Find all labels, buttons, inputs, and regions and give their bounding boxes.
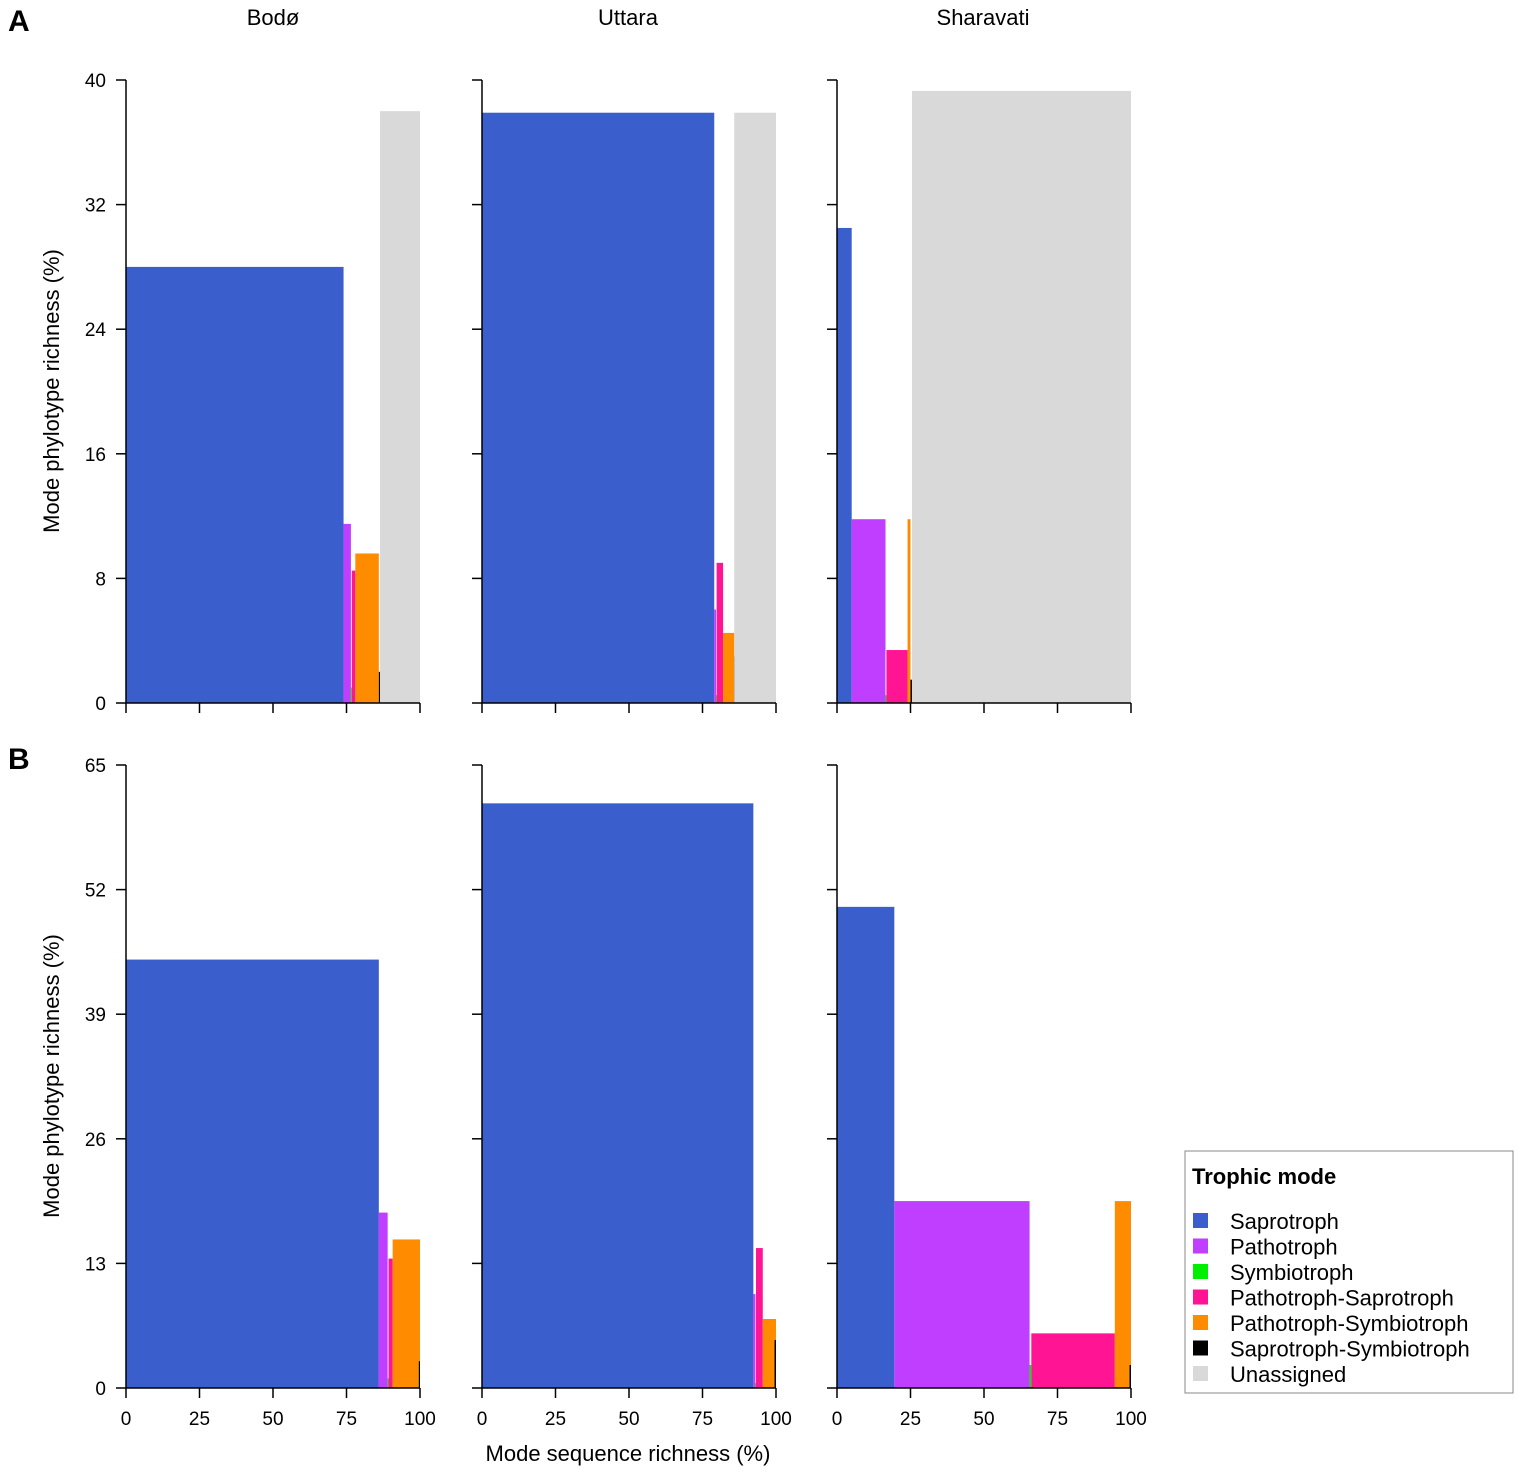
x-tick-label: 25 (545, 1409, 566, 1430)
x-tick-label: 50 (973, 1409, 994, 1430)
bar-unassigned (911, 90, 1131, 703)
bar-pathotroph-symbiotroph (907, 519, 911, 703)
y-tick-label: 39 (85, 1005, 106, 1026)
site-title-bodo: Bodø (247, 5, 300, 30)
legend-title: Trophic mode (1192, 1164, 1336, 1189)
panel-a-0: 0 8 16 24 32 40 (85, 71, 421, 715)
site-title-sharavati: Sharavati (937, 5, 1030, 30)
y-tick-label: 0 (95, 694, 106, 715)
x-tick-label: 100 (760, 1409, 792, 1430)
bar-pathotroph (378, 1212, 388, 1388)
x-tick-label: 75 (692, 1409, 713, 1430)
y-axis-title-a: Mode phylotype richness (%) (39, 249, 64, 533)
x-tick-label: 50 (262, 1409, 283, 1430)
bar-symbiotroph (885, 695, 887, 703)
bar-symbiotroph (1029, 1365, 1032, 1388)
y-tick-label: 32 (85, 196, 106, 217)
x-tick-label: 25 (900, 1409, 921, 1430)
panel-b-2: 0 25 50 75 100 (827, 764, 1147, 1430)
bar-saprotroph (482, 112, 715, 703)
x-tick-label: 75 (1047, 1409, 1068, 1430)
bar-pathotroph-symbiotroph (723, 632, 735, 703)
panels: 0 8 16 24 32 40 0 13 26 39 52 65 0 25 50 75 100 0 25 50 75 10… (85, 71, 1147, 1430)
bar-pathotroph (753, 1294, 756, 1388)
x-axis-title: Mode sequence richness (%) (486, 1441, 771, 1466)
legend-swatch (1193, 1238, 1208, 1254)
x-tick-label: 25 (189, 1409, 210, 1430)
bar-symbiotroph (350, 687, 352, 703)
bar-pathotroph (894, 1201, 1030, 1388)
panel-b-1: 0 25 50 75 100 (472, 764, 792, 1430)
panel-letter-b: B (8, 743, 30, 776)
y-tick-label: 8 (95, 569, 106, 590)
legend-label: Saprotroph (1230, 1209, 1339, 1234)
bar-saprotroph (837, 906, 895, 1388)
panel-letter-a: A (8, 5, 30, 38)
bar-symbiotroph (387, 1378, 389, 1388)
bar-pathotroph-symbiotroph (762, 1318, 776, 1388)
panel-a-1 (472, 79, 777, 713)
legend-label: Pathotroph-Symbiotroph (1230, 1311, 1468, 1336)
site-title-uttara: Uttara (598, 5, 659, 30)
legend-swatch (1193, 1366, 1208, 1381)
bar-pathotroph-symbiotroph (392, 1239, 420, 1388)
y-axis-title-b: Mode phylotype richness (%) (39, 934, 64, 1218)
bar-saprotroph-symbiotroph (910, 679, 912, 703)
legend-items: SaprotrophPathotrophSymbiotrophPathotrop… (1193, 1209, 1470, 1387)
y-tick-label: 13 (85, 1254, 106, 1275)
bar-pathotroph-symbiotroph (355, 553, 379, 703)
y-tick-label: 24 (85, 320, 107, 341)
bar-pathotroph-saprotroph (716, 562, 724, 703)
bar-pathotroph-symbiotroph (1114, 1201, 1131, 1388)
legend-box (1184, 1150, 1514, 1394)
x-tick-label: 75 (336, 1409, 357, 1430)
x-tick-label: 50 (618, 1409, 639, 1430)
panel-b-0: 0 13 26 39 52 65 0 25 50 75 100 (85, 756, 436, 1430)
bar-pathotroph (851, 519, 886, 703)
bar-saprotroph (126, 959, 379, 1388)
bar-unassigned (380, 111, 420, 703)
legend-swatch (1193, 1315, 1208, 1330)
legend-label: Unassigned (1230, 1362, 1346, 1387)
legend: Trophic mode SaprotrophPathotrophSymbiot… (1184, 1150, 1514, 1394)
bar-symbiotroph (716, 695, 717, 703)
legend-swatch (1193, 1289, 1208, 1305)
y-tick-label: 65 (85, 756, 106, 777)
panel-a-2 (827, 79, 1132, 713)
bar-pathotroph-saprotroph (1031, 1333, 1115, 1388)
y-tick-label: 16 (85, 445, 106, 466)
y-tick-label: 0 (95, 1379, 106, 1400)
x-tick-label: 0 (121, 1409, 132, 1430)
bar-pathotroph-saprotroph (886, 650, 908, 703)
bar-pathotroph (343, 523, 351, 703)
x-tick-label: 100 (404, 1409, 436, 1430)
bar-pathotroph-saprotroph (388, 1258, 393, 1388)
bar-pathotroph (714, 609, 717, 703)
bar-symbiotroph (755, 1383, 757, 1388)
y-tick-label: 26 (85, 1130, 106, 1151)
bar-saprotroph (837, 227, 852, 703)
bar-saprotroph-symbiotroph (378, 671, 381, 703)
legend-label: Pathotroph-Saprotroph (1230, 1286, 1454, 1311)
y-tick-label: 52 (85, 881, 106, 902)
bar-unassigned (734, 112, 776, 703)
x-tick-label: 100 (1115, 1409, 1147, 1430)
legend-label: Symbiotroph (1230, 1260, 1354, 1285)
legend-label: Saprotroph-Symbiotroph (1230, 1337, 1470, 1362)
bar-saprotroph (126, 266, 344, 703)
bar-pathotroph-saprotroph (351, 570, 356, 703)
legend-swatch (1193, 1340, 1208, 1356)
bar-saprotroph (482, 803, 754, 1388)
y-tick-label: 40 (85, 71, 106, 92)
legend-swatch (1193, 1213, 1208, 1228)
x-tick-label: 0 (832, 1409, 843, 1430)
legend-label: Pathotroph (1230, 1235, 1338, 1260)
legend-swatch (1193, 1264, 1208, 1279)
bar-saprotroph-symbiotroph (1129, 1365, 1131, 1388)
bar-saprotroph-symbiotroph (774, 1340, 776, 1388)
bar-saprotroph-symbiotroph (418, 1361, 420, 1388)
bar-pathotroph-saprotroph (756, 1248, 763, 1388)
x-tick-label: 0 (477, 1409, 488, 1430)
